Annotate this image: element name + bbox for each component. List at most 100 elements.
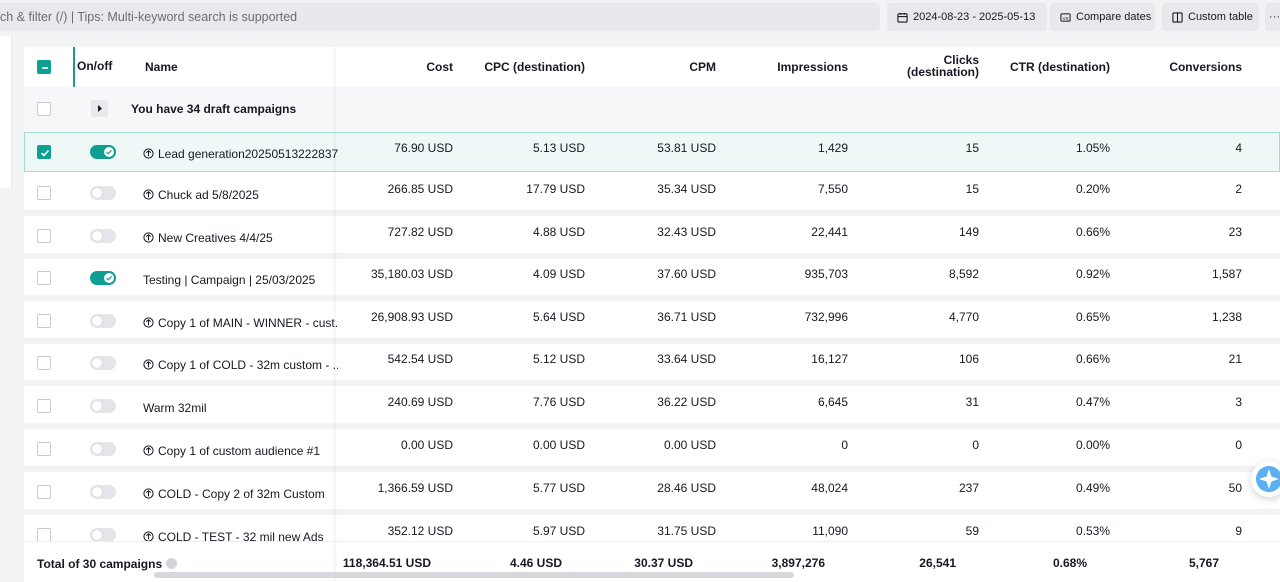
campaign-name-link[interactable]: Warm 32mil: [143, 401, 207, 415]
header-clicks-line1: Clicks: [943, 53, 979, 67]
header-conversions[interactable]: Conversions: [1169, 60, 1242, 74]
cell-conversions: 1,238: [1211, 310, 1242, 324]
cell-conversions: 50: [1228, 481, 1242, 495]
cell-clicks: 237: [958, 481, 979, 495]
header-name[interactable]: Name: [145, 60, 178, 74]
totals-ctr: 0.68%: [1052, 556, 1087, 570]
horizontal-scrollbar[interactable]: [154, 572, 794, 578]
cell-cost: 240.69 USD: [387, 395, 453, 409]
column-resize-handle[interactable]: [73, 47, 75, 87]
cell-clicks: 0: [972, 438, 979, 452]
table-row[interactable]: Warm 32mil 240.69 USD 7.76 USD 36.22 USD 6,6…: [24, 387, 1280, 429]
row-checkbox[interactable]: [37, 528, 51, 542]
cell-cpm: 0.00 USD: [663, 438, 716, 452]
more-button[interactable]: ···: [1265, 3, 1280, 31]
table-row[interactable]: New Creatives 4/4/25 727.82 USD 4.88 USD 32…: [24, 217, 1280, 259]
table-row[interactable]: COLD - Copy 2 of 32m Custom 1,366.59 USD 5…: [24, 473, 1280, 515]
campaign-toggle[interactable]: [90, 145, 116, 159]
draft-campaigns-row[interactable]: You have 34 draft campaigns: [24, 87, 1280, 131]
cell-cpc: 5.64 USD: [532, 310, 585, 324]
campaign-name-link[interactable]: Copy 1 of custom audience #1: [143, 444, 320, 458]
table-row[interactable]: Copy 1 of custom audience #1 0.00 USD 0.00…: [24, 430, 1280, 472]
compare-dates-button[interactable]: VS Compare dates: [1050, 3, 1155, 31]
select-all-checkbox[interactable]: [37, 60, 51, 74]
cell-conversions: 2: [1235, 182, 1242, 196]
campaign-name-link[interactable]: New Creatives 4/4/25: [143, 231, 273, 245]
campaign-toggle[interactable]: [90, 399, 116, 413]
row-divider: [24, 509, 1280, 515]
cell-cpc: 7.76 USD: [532, 395, 585, 409]
cell-cpc: 5.12 USD: [532, 352, 585, 366]
campaign-name-link[interactable]: Copy 1 of MAIN - WINNER - cust...: [143, 316, 338, 330]
row-checkbox[interactable]: [37, 442, 51, 456]
cell-cost: 352.12 USD: [387, 524, 453, 538]
custom-table-button[interactable]: Custom table: [1162, 3, 1259, 31]
header-onoff[interactable]: On/off: [77, 59, 113, 73]
search-input[interactable]: ch & filter (/) | Tips: Multi-keyword se…: [0, 3, 880, 31]
campaign-target-icon: [143, 488, 154, 499]
info-icon[interactable]: [166, 558, 178, 569]
campaign-name-link[interactable]: COLD - Copy 2 of 32m Custom: [143, 487, 325, 501]
draft-checkbox[interactable]: [37, 102, 51, 116]
cell-clicks: 4,770: [948, 310, 979, 324]
campaign-name-text: Copy 1 of MAIN - WINNER - cust...: [158, 316, 338, 330]
campaign-toggle[interactable]: [90, 485, 116, 499]
cell-clicks: 15: [965, 182, 979, 196]
table-row[interactable]: Chuck ad 5/8/2025 266.85 USD 17.79 USD 35.3…: [24, 174, 1280, 216]
table-row[interactable]: Testing | Campaign | 25/03/2025 35,180.03…: [24, 259, 1280, 301]
header-cost[interactable]: Cost: [426, 60, 453, 74]
campaign-toggle[interactable]: [90, 442, 116, 456]
campaign-toggle[interactable]: [90, 271, 116, 285]
campaign-target-icon: [143, 317, 154, 328]
cell-cost: 266.85 USD: [387, 182, 453, 196]
ai-assistant-button[interactable]: [1251, 461, 1280, 497]
campaign-toggle[interactable]: [90, 314, 116, 328]
date-range-text: 2024-08-23 - 2025-05-13: [913, 11, 1036, 23]
campaign-toggle[interactable]: [90, 186, 116, 200]
row-checkbox[interactable]: [37, 186, 51, 200]
cell-ctr: 0.65%: [1075, 310, 1110, 324]
row-checkbox[interactable]: [37, 271, 51, 285]
table-row[interactable]: Copy 1 of MAIN - WINNER - cust... 26,908.…: [24, 302, 1280, 344]
cell-cost: 0.00 USD: [400, 438, 453, 452]
cell-cpm: 35.34 USD: [657, 182, 716, 196]
header-cpc[interactable]: CPC (destination): [484, 60, 585, 74]
campaign-toggle[interactable]: [90, 528, 116, 542]
row-checkbox[interactable]: [37, 229, 51, 243]
campaign-name-link[interactable]: Copy 1 of COLD - 32m custom - ...: [143, 358, 338, 372]
row-checkbox[interactable]: [37, 314, 51, 328]
row-divider: [24, 380, 1280, 386]
date-range-picker[interactable]: 2024-08-23 - 2025-05-13: [887, 3, 1047, 31]
cell-clicks: 59: [965, 524, 979, 538]
table-row[interactable]: COLD - TEST - 32 mil new Ads 352.12 USD 5.…: [24, 516, 1280, 544]
campaign-name-text: Warm 32mil: [143, 401, 207, 415]
cell-cpm: 37.60 USD: [657, 267, 716, 281]
cell-ctr: 0.53%: [1075, 524, 1110, 538]
cell-conversions: 9: [1235, 524, 1242, 538]
table-row[interactable]: Copy 1 of COLD - 32m custom - ... 542.54 …: [24, 344, 1280, 386]
cell-ctr: 0.00%: [1075, 438, 1110, 452]
row-checkbox[interactable]: [37, 485, 51, 499]
header-cpm[interactable]: CPM: [689, 60, 716, 74]
expand-button[interactable]: [91, 100, 108, 117]
campaign-name-text: Copy 1 of COLD - 32m custom - ...: [158, 358, 338, 372]
compare-icon: VS: [1060, 12, 1071, 22]
header-impressions[interactable]: Impressions: [777, 60, 848, 74]
header-clicks[interactable]: Clicks (destination): [907, 54, 979, 78]
row-checkbox[interactable]: [37, 145, 51, 159]
campaign-name-link[interactable]: Testing | Campaign | 25/03/2025: [143, 273, 315, 287]
cell-impressions: 0: [841, 438, 848, 452]
header-ctr[interactable]: CTR (destination): [1010, 60, 1110, 74]
table-row[interactable]: Lead generation20250513222837 76.90 USD 5.…: [24, 132, 1280, 172]
row-checkbox[interactable]: [37, 356, 51, 370]
campaign-name-link[interactable]: Lead generation20250513222837: [143, 147, 338, 161]
cell-cpc: 0.00 USD: [532, 438, 585, 452]
campaign-toggle[interactable]: [90, 229, 116, 243]
row-checkbox[interactable]: [37, 399, 51, 413]
campaign-toggle[interactable]: [90, 356, 116, 370]
campaign-target-icon: [143, 359, 154, 370]
cell-ctr: 0.20%: [1075, 182, 1110, 196]
cell-cpm: 32.43 USD: [657, 225, 716, 239]
cell-clicks: 31: [965, 395, 979, 409]
campaign-name-link[interactable]: Chuck ad 5/8/2025: [143, 188, 259, 202]
